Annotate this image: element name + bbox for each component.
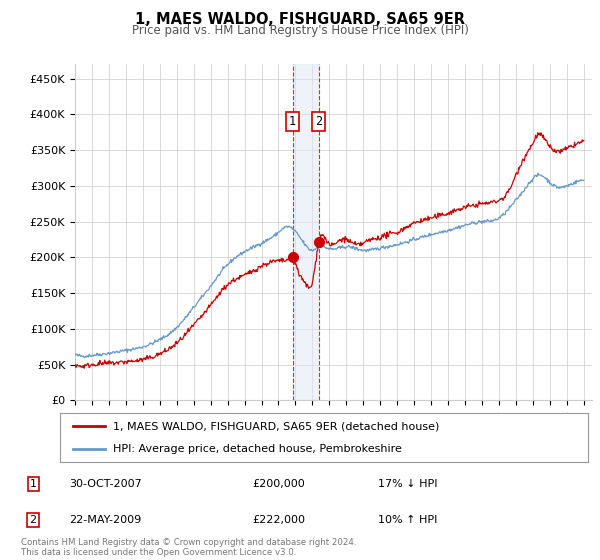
Text: £222,000: £222,000 — [252, 515, 305, 525]
Text: 2: 2 — [315, 115, 322, 128]
Text: 1: 1 — [29, 479, 37, 489]
Text: 17% ↓ HPI: 17% ↓ HPI — [378, 479, 437, 489]
Text: 30-OCT-2007: 30-OCT-2007 — [69, 479, 142, 489]
Text: Contains HM Land Registry data © Crown copyright and database right 2024.
This d: Contains HM Land Registry data © Crown c… — [21, 538, 356, 557]
Text: 10% ↑ HPI: 10% ↑ HPI — [378, 515, 437, 525]
Text: 1, MAES WALDO, FISHGUARD, SA65 9ER (detached house): 1, MAES WALDO, FISHGUARD, SA65 9ER (deta… — [113, 421, 439, 431]
Bar — [293, 64, 319, 400]
Text: HPI: Average price, detached house, Pembrokeshire: HPI: Average price, detached house, Pemb… — [113, 444, 401, 454]
Text: 1: 1 — [289, 115, 296, 128]
Text: Price paid vs. HM Land Registry's House Price Index (HPI): Price paid vs. HM Land Registry's House … — [131, 24, 469, 36]
Text: 2: 2 — [29, 515, 37, 525]
Text: £200,000: £200,000 — [252, 479, 305, 489]
Text: 22-MAY-2009: 22-MAY-2009 — [69, 515, 141, 525]
Text: 1, MAES WALDO, FISHGUARD, SA65 9ER: 1, MAES WALDO, FISHGUARD, SA65 9ER — [135, 12, 465, 27]
